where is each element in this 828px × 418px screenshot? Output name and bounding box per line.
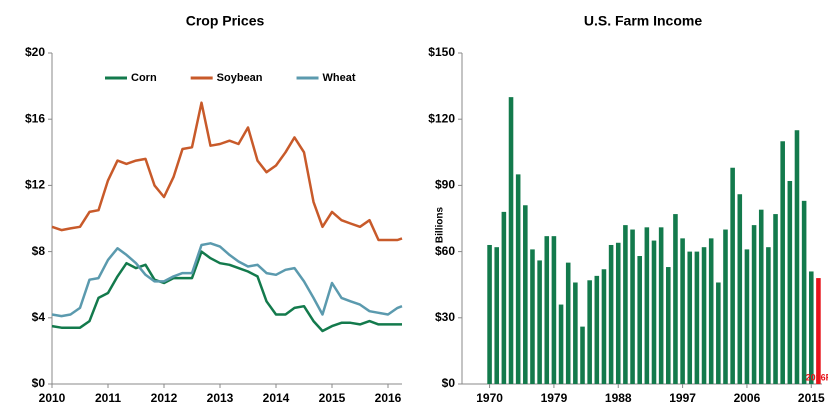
bar	[487, 244, 492, 384]
bar	[544, 236, 550, 384]
x-tick-label: 1988	[605, 391, 632, 405]
bar	[723, 229, 728, 384]
bar	[523, 205, 528, 384]
bar	[694, 251, 700, 384]
bar	[673, 214, 678, 384]
x-tick-label: 2006	[734, 391, 761, 405]
x-tick-label: 1979	[541, 391, 568, 405]
bar	[601, 269, 607, 384]
bar	[580, 326, 585, 384]
bar	[787, 180, 793, 384]
y-tick-label: $30	[435, 310, 455, 324]
x-tick-label: 2014	[263, 391, 290, 405]
bar	[515, 174, 521, 384]
y-tick-label: $150	[428, 45, 455, 59]
x-tick-label: 2015	[319, 391, 346, 405]
bar	[687, 251, 693, 384]
y-tick-label: $90	[435, 178, 455, 192]
bar	[737, 194, 743, 384]
bar	[816, 278, 821, 384]
bar	[801, 200, 807, 384]
bar	[494, 247, 500, 384]
chart-title: Crop Prices	[186, 13, 265, 29]
legend-label: Corn	[131, 72, 157, 84]
x-tick-label: 1997	[669, 391, 696, 405]
legend-label: Soybean	[217, 72, 263, 84]
bar	[608, 244, 614, 384]
bar	[594, 275, 600, 384]
x-tick-label: 2011	[95, 391, 121, 405]
bar	[794, 130, 800, 384]
bar	[651, 240, 657, 384]
y-tick-label: $20	[25, 45, 45, 59]
y-tick-label: $4	[32, 310, 46, 324]
y-tick-label: $0	[442, 376, 456, 390]
bar	[644, 227, 650, 384]
bar	[758, 209, 764, 384]
bar	[773, 214, 778, 384]
bar	[558, 304, 564, 384]
line-series	[51, 242, 403, 318]
y-tick-label: $16	[25, 111, 45, 125]
x-tick-label: 2012	[151, 391, 178, 405]
y-tick-label: $8	[32, 244, 46, 258]
legend-label: Wheat	[323, 72, 356, 84]
annotation: 2016F	[806, 372, 828, 382]
y-axis-label: Billions	[435, 207, 446, 244]
bar	[630, 229, 635, 384]
y-tick-label: $12	[25, 178, 45, 192]
x-tick-label: 2010	[39, 391, 66, 405]
bar	[751, 225, 757, 384]
y-tick-label: $60	[435, 244, 455, 258]
bar	[573, 282, 578, 384]
x-tick-label: 1970	[476, 391, 503, 405]
bar	[666, 267, 671, 384]
x-tick-label: 2016	[375, 391, 402, 405]
bar	[716, 282, 721, 384]
bar	[658, 227, 664, 384]
bar	[508, 97, 514, 384]
bar	[623, 225, 628, 384]
bar	[780, 141, 785, 384]
bar	[637, 256, 642, 384]
line-series	[51, 101, 403, 242]
bar	[501, 211, 507, 384]
bar	[537, 260, 542, 384]
y-tick-label: $0	[32, 376, 46, 390]
bar	[708, 238, 714, 384]
x-tick-label: 2013	[207, 391, 234, 405]
bar	[615, 242, 621, 384]
bar	[808, 271, 814, 384]
bar	[565, 262, 571, 384]
y-tick-label: $120	[428, 111, 455, 125]
bar	[701, 247, 707, 384]
bar	[744, 249, 750, 384]
bar	[551, 236, 557, 384]
line-series	[51, 250, 402, 333]
chart-title: U.S. Farm Income	[584, 13, 702, 29]
bar	[587, 280, 592, 384]
bar	[730, 167, 735, 384]
x-tick-label: 2015	[798, 391, 825, 405]
bar	[766, 247, 771, 384]
bar	[680, 238, 685, 384]
bar	[530, 249, 535, 384]
